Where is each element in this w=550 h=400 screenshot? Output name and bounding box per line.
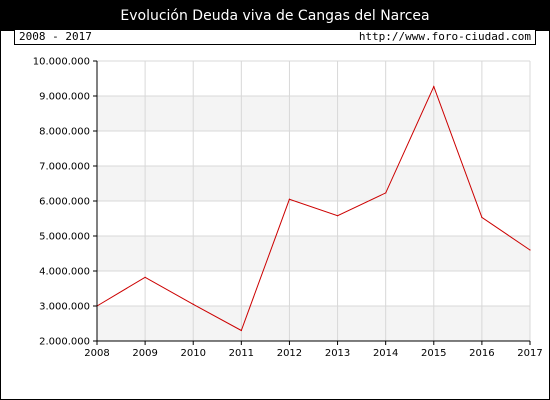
data-point xyxy=(240,329,242,332)
y-tick-label: 3.000.000 xyxy=(39,302,90,313)
x-tick-label: 2008 xyxy=(84,348,109,359)
series-line xyxy=(96,85,531,332)
data-point xyxy=(288,198,291,200)
band xyxy=(97,236,530,271)
x-tick-label: 2013 xyxy=(325,348,350,359)
gridlines xyxy=(96,60,531,342)
data-point xyxy=(144,276,146,278)
background-bands xyxy=(97,96,530,341)
x-axis-ticks: 2008 2009 2010 2011 2012 2013 2014 2015 2016 2017 xyxy=(84,341,543,359)
source-url: http://www.foro-ciudad.com xyxy=(358,30,531,43)
y-tick-label: 5.000.000 xyxy=(39,232,90,243)
band xyxy=(97,306,530,341)
data-point xyxy=(192,303,194,305)
y-tick-label: 6.000.000 xyxy=(39,197,90,208)
x-tick-label: 2017 xyxy=(517,348,542,359)
data-point xyxy=(385,192,387,194)
x-tick-label: 2015 xyxy=(421,348,446,359)
y-tick-label: 2.000.000 xyxy=(39,337,90,348)
period-label: 2008 - 2017 xyxy=(19,30,92,43)
y-tick-label: 9.000.000 xyxy=(39,92,90,103)
y-tick-label: 8.000.000 xyxy=(39,127,90,138)
x-tick-label: 2009 xyxy=(132,348,157,359)
data-point xyxy=(481,216,483,219)
data-point xyxy=(336,215,339,217)
y-tick-label: 4.000.000 xyxy=(39,267,90,278)
data-point xyxy=(529,249,531,251)
y-tick-label: 7.000.000 xyxy=(39,162,90,173)
x-tick-label: 2011 xyxy=(229,348,254,359)
data-point xyxy=(433,85,435,88)
x-tick-label: 2010 xyxy=(180,348,205,359)
y-tick-label: 10.000.000 xyxy=(33,57,90,68)
info-bar: 2008 - 2017 http://www.foro-ciudad.com xyxy=(14,29,536,45)
y-axis-ticks: 2.000.000 3.000.000 4.000.000 5.000.000 6.00… xyxy=(33,57,97,348)
x-tick-label: 2016 xyxy=(469,348,494,359)
chart-title: Evolución Deuda viva de Cangas del Narce… xyxy=(1,1,549,31)
band xyxy=(97,166,530,201)
series-layer xyxy=(96,85,531,332)
x-tick-label: 2012 xyxy=(277,348,302,359)
axes xyxy=(96,61,530,342)
band xyxy=(97,96,530,131)
x-tick-label: 2014 xyxy=(373,348,398,359)
